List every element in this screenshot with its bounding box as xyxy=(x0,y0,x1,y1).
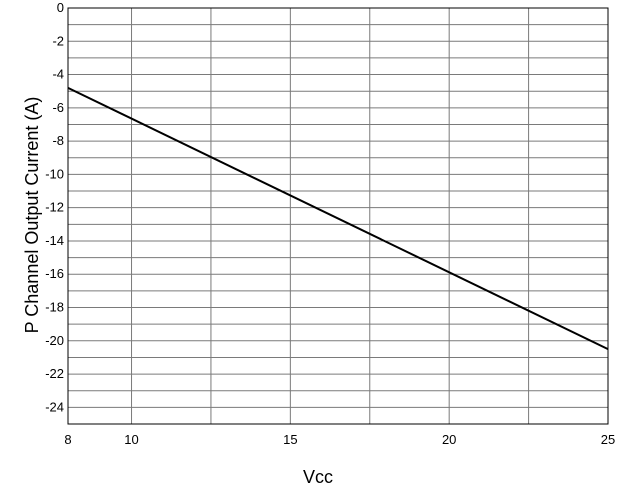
y-tick-label: -4 xyxy=(52,67,64,82)
y-tick-label: -8 xyxy=(52,133,64,148)
y-axis-title: P Channel Output Current (A) xyxy=(22,97,42,334)
x-tick-label: 20 xyxy=(442,432,456,447)
x-tick-label: 10 xyxy=(124,432,138,447)
y-tick-label: -24 xyxy=(45,399,64,414)
y-tick-label: -12 xyxy=(45,200,64,215)
plot-frame xyxy=(67,7,609,425)
y-tick-label: -20 xyxy=(45,333,64,348)
y-tick-label: -10 xyxy=(45,166,64,181)
y-axis-ticks: 0 -2 -4 -6 -8 -10 -12 -14 -16 -18 -20 -22 -24 xyxy=(45,0,64,414)
y-tick-label: 0 xyxy=(57,0,64,15)
y-tick-label: -14 xyxy=(45,233,64,248)
grid xyxy=(68,8,608,424)
y-tick-label: -6 xyxy=(52,100,64,115)
x-tick-label: 8 xyxy=(64,432,71,447)
x-axis-title: Vcc xyxy=(303,467,333,487)
y-tick-label: -22 xyxy=(45,366,64,381)
series-layer xyxy=(67,86,609,351)
series-line xyxy=(67,86,609,351)
y-tick-label: -2 xyxy=(52,33,64,48)
x-tick-label: 25 xyxy=(601,432,615,447)
y-tick-label: -16 xyxy=(45,266,64,281)
x-axis-ticks: 8 10 15 20 25 xyxy=(64,432,615,447)
y-tick-label: -18 xyxy=(45,300,64,315)
x-tick-label: 15 xyxy=(283,432,297,447)
